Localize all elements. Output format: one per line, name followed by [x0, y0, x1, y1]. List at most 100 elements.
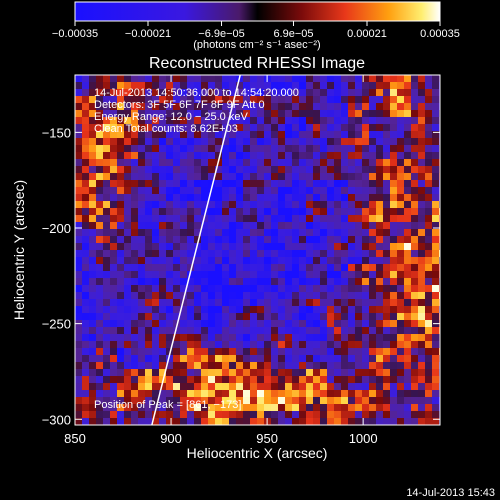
heatmap-cell: [306, 285, 314, 293]
heatmap-cell: [152, 110, 160, 118]
heatmap-cell: [397, 327, 405, 335]
heatmap-cell: [173, 159, 181, 167]
heatmap-cell: [208, 390, 216, 398]
heatmap-cell: [82, 75, 90, 83]
heatmap-cell: [173, 292, 181, 300]
heatmap-cell: [180, 187, 188, 195]
heatmap-cell: [131, 180, 139, 188]
heatmap-cell: [362, 362, 370, 370]
heatmap-cell: [390, 82, 398, 90]
heatmap-cell: [362, 320, 370, 328]
heatmap-cell: [320, 82, 328, 90]
heatmap-cell: [383, 82, 391, 90]
heatmap-cell: [257, 222, 265, 230]
heatmap-cell: [222, 250, 230, 258]
heatmap-cell: [271, 320, 279, 328]
heatmap-cell: [327, 180, 335, 188]
heatmap-cell: [418, 166, 426, 174]
heatmap-cell: [124, 355, 132, 363]
heatmap-cell: [110, 264, 118, 272]
heatmap-cell: [236, 278, 244, 286]
heatmap-cell: [201, 138, 209, 146]
heatmap-cell: [250, 278, 258, 286]
heatmap-cell: [411, 166, 419, 174]
heatmap-cell: [103, 222, 111, 230]
heatmap-cell: [264, 369, 272, 377]
heatmap-cell: [250, 292, 258, 300]
heatmap-cell: [243, 271, 251, 279]
heatmap-cell: [348, 117, 356, 125]
heatmap-cell: [264, 355, 272, 363]
heatmap-cell: [306, 89, 314, 97]
heatmap-cell: [278, 208, 286, 216]
heatmap-cell: [131, 173, 139, 181]
heatmap-cell: [292, 201, 300, 209]
heatmap-cell: [418, 418, 426, 425]
heatmap-cell: [334, 208, 342, 216]
heatmap-cell: [299, 138, 307, 146]
heatmap-cell: [173, 131, 181, 139]
heatmap-cell: [306, 166, 314, 174]
heatmap-cell: [285, 215, 293, 223]
heatmap-cell: [292, 236, 300, 244]
heatmap-cell: [173, 201, 181, 209]
heatmap-cell: [145, 411, 153, 419]
heatmap-cell: [187, 96, 195, 104]
heatmap-cell: [103, 124, 111, 132]
heatmap-cell: [271, 194, 279, 202]
heatmap-cell: [383, 313, 391, 321]
heatmap-cell: [166, 96, 174, 104]
heatmap-cell: [75, 180, 83, 188]
heatmap-cell: [418, 327, 426, 335]
heatmap-cell: [110, 257, 118, 265]
heatmap-cell: [362, 243, 370, 251]
heatmap-cell: [432, 82, 440, 90]
heatmap-cell: [369, 306, 377, 314]
heatmap-cell: [82, 327, 90, 335]
heatmap-cell: [313, 341, 321, 349]
heatmap-cell: [320, 159, 328, 167]
heatmap-cell: [187, 369, 195, 377]
heatmap-cell: [397, 131, 405, 139]
heatmap-cell: [96, 187, 104, 195]
heatmap-cell: [208, 257, 216, 265]
heatmap-cell: [432, 327, 440, 335]
heatmap-cell: [124, 299, 132, 307]
heatmap-cell: [194, 145, 202, 153]
heatmap-cell: [208, 117, 216, 125]
heatmap-cell: [264, 89, 272, 97]
heatmap-cell: [376, 313, 384, 321]
heatmap-cell: [89, 96, 97, 104]
heatmap-cell: [271, 124, 279, 132]
heatmap-cell: [418, 369, 426, 377]
heatmap-cell: [201, 362, 209, 370]
heatmap-cell: [180, 194, 188, 202]
heatmap-cell: [362, 110, 370, 118]
heatmap-cell: [432, 250, 440, 258]
heatmap-cell: [152, 334, 160, 342]
heatmap-cell: [355, 138, 363, 146]
heatmap-cell: [131, 89, 139, 97]
heatmap-cell: [229, 376, 237, 384]
heatmap-cell: [180, 243, 188, 251]
heatmap-cell: [320, 124, 328, 132]
heatmap-cell: [264, 418, 272, 425]
heatmap-cell: [264, 222, 272, 230]
heatmap-cell: [383, 243, 391, 251]
heatmap-cell: [215, 236, 223, 244]
heatmap-cell: [124, 292, 132, 300]
heatmap-cell: [425, 201, 433, 209]
heatmap-cell: [250, 236, 258, 244]
heatmap-cell: [236, 250, 244, 258]
heatmap-cell: [418, 173, 426, 181]
heatmap-cell: [180, 369, 188, 377]
heatmap-cell: [82, 264, 90, 272]
heatmap-cell: [257, 369, 265, 377]
heatmap-cell: [222, 285, 230, 293]
heatmap-cell: [376, 152, 384, 160]
heatmap-cell: [313, 285, 321, 293]
heatmap-cell: [110, 215, 118, 223]
heatmap-cell: [110, 355, 118, 363]
heatmap-cell: [292, 376, 300, 384]
heatmap-cell: [341, 166, 349, 174]
